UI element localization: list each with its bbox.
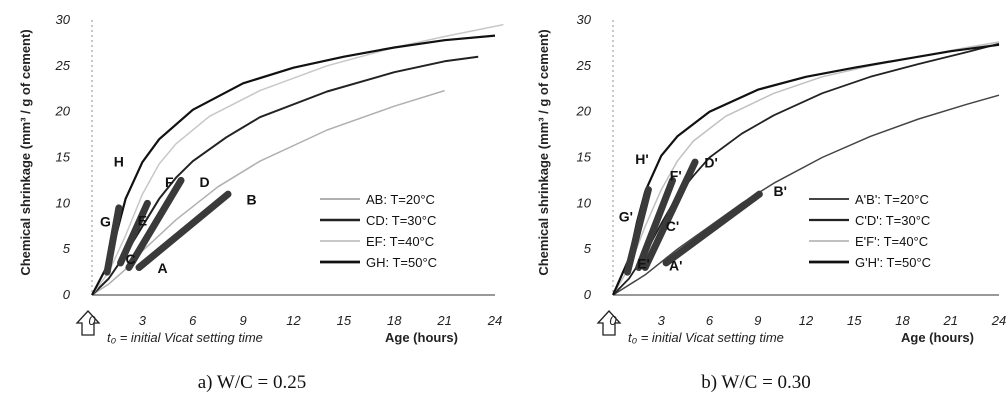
chart-b-legend-label: A'B': T=20°C: [855, 192, 929, 207]
chart-a-point-label: D: [199, 174, 209, 190]
chart-a-legend-label: CD: T=30°C: [366, 213, 436, 228]
chart-b-slope-segment-2: [635, 176, 677, 271]
chart-b-x-tick-label: 12: [799, 313, 814, 328]
chart-b-slope-segment-3: [641, 158, 699, 271]
chart-b-point-label: F': [670, 167, 682, 183]
chart-b-y-tick-label: 0: [584, 287, 592, 302]
chart-b-setting-time-note: t₀ = initial Vicat setting time: [628, 330, 784, 345]
chart-a-point-label: C: [126, 251, 136, 267]
chart-a-x-tick-label: 15: [337, 313, 352, 328]
chart-a-x-tick-label: 21: [436, 313, 451, 328]
chart-a-y-axis-label: Chemical shrinkage (mm³ / g of cement): [18, 29, 33, 275]
chart-a-point-label: B: [246, 191, 256, 207]
chart-b-x-tick-label: 18: [895, 313, 910, 328]
chart-a-setting-time-note: t₀ = initial Vicat setting time: [107, 330, 263, 345]
chart-b-y-tick-label: 5: [584, 241, 592, 256]
chart-b-x-tick-label: 15: [847, 313, 862, 328]
chart-a-legend-label: EF: T=40°C: [366, 234, 434, 249]
chart-b-point-label: A': [669, 257, 682, 273]
chart-b-y-tick-label: 20: [576, 104, 592, 119]
chart-a-point-label: E: [138, 212, 147, 228]
chart-b-y-tick-label: 15: [577, 150, 592, 165]
chart-a-series-line-1: [91, 89, 445, 296]
chart-a-y-tick-label: 0: [63, 287, 71, 302]
chart-b-x-tick-label: 3: [658, 313, 666, 328]
chart-b-x-tick-label: 9: [754, 313, 761, 328]
chart-a-x-tick-label: 18: [387, 313, 402, 328]
chart-b-x-axis-label: Age (hours): [901, 330, 974, 345]
chart-panel-a: 0 5 10 15 20 25 30 0 3 6 9 12 15 18 21 24 Chemical shrin…: [18, 12, 504, 393]
chart-b-x-tick-label: 0: [609, 313, 617, 328]
chart-b-y-tick-label: 25: [576, 58, 592, 73]
chart-b-slope-segment-4: [662, 190, 763, 267]
chart-a-point-label: G: [100, 213, 111, 229]
chart-panel-b: 0 5 10 15 20 25 30 0 3 6 9 12 15 18 21 24 Chemical shrin…: [504, 0, 1008, 403]
chart-b-y-axis-label: Chemical shrinkage (mm³ / g of cement): [536, 29, 551, 275]
chart-a-legend-label: AB: T=20°C: [366, 192, 435, 207]
chart-b-point-label: D': [704, 155, 717, 171]
chart-b-slope-segment-1: [623, 186, 652, 276]
chart-b-point-label: E': [637, 255, 650, 271]
chart-b-x-tick-label: 21: [943, 313, 958, 328]
chart-a-y-tick-label: 25: [55, 58, 71, 73]
chart-a-y-tick-label: 30: [56, 12, 71, 27]
chart-a-caption: a) W/C = 0.25: [197, 372, 307, 393]
chart-b-point-label: H': [635, 151, 648, 167]
chart-b-y-tick-label: 10: [577, 195, 592, 210]
chart-a-y-tick-label: 10: [56, 195, 71, 210]
chart-a-point-label: H: [114, 154, 124, 170]
chart-b-y-tick-label: 30: [577, 12, 592, 27]
chart-a-slope-segment-1: [103, 204, 123, 276]
chart-a-slope-segment-4: [135, 190, 232, 271]
chart-a-x-tick-label: 6: [189, 313, 197, 328]
chart-a-slope-segment-3: [125, 176, 185, 271]
chart-b-series-line-1: [612, 94, 1000, 296]
chart-b-x-tick-label: 6: [706, 313, 714, 328]
chart-a-x-tick-label: 0: [88, 313, 96, 328]
chart-b-legend-label: C'D': T=30°C: [855, 213, 930, 228]
chart-a-point-label: A: [157, 260, 167, 276]
chart-b-caption: b) W/C = 0.30: [701, 372, 811, 393]
chart-b-setting-time-arrow-icon: [596, 310, 622, 336]
chart-a-y-tick-label: 20: [55, 104, 71, 119]
chart-a-setting-time-arrow-icon: [75, 310, 101, 336]
chart-a-x-axis-label: Age (hours): [385, 330, 458, 345]
chart-b-legend-label: G'H': T=50°C: [855, 255, 931, 270]
chart-b-legend-label: E'F': T=40°C: [855, 234, 928, 249]
chart-a-point-label: F: [165, 174, 174, 190]
chart-b-point-label: B': [774, 183, 787, 199]
chart-a-legend-label: GH: T=50°C: [366, 255, 437, 270]
chart-a-svg: 0 5 10 15 20 25 30 0 3 6 9 12 15 18 21 24 Chemical shrin…: [18, 12, 504, 345]
chart-b-svg: 0 5 10 15 20 25 30 0 3 6 9 12 15 18 21 24 Chemical shrin…: [536, 12, 1006, 345]
chart-a-y-tick-label: 15: [56, 150, 71, 165]
chart-b-point-label: C': [666, 218, 679, 234]
chart-a-x-tick-label: 9: [240, 313, 247, 328]
chart-a-x-tick-label: 12: [286, 313, 301, 328]
chart-a-y-tick-label: 5: [63, 241, 71, 256]
chart-a-x-tick-label: 3: [139, 313, 147, 328]
chart-b-x-tick-label: 24: [991, 313, 1006, 328]
chart-a-slope-segment-2: [117, 199, 151, 267]
chart-b-point-label: G': [619, 209, 633, 225]
chart-a-x-tick-label: 24: [487, 313, 502, 328]
